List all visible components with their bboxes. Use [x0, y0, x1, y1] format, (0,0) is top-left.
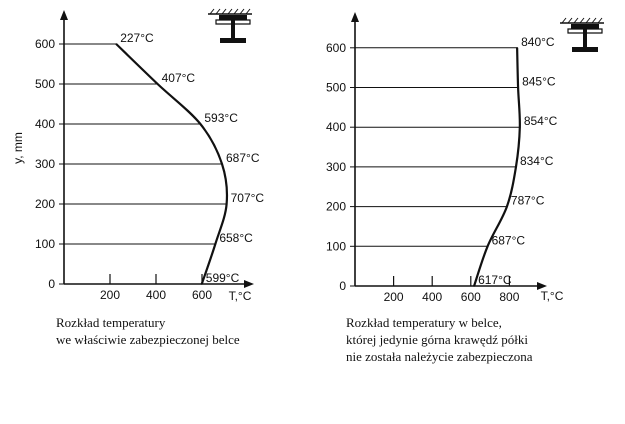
- x-tick-label: 200: [100, 288, 120, 302]
- chart-right: 0 100 200 300 400 500 600 200 400 600 800 T,°C 617°C…: [326, 12, 564, 304]
- x-tick-label: 800: [499, 290, 519, 304]
- data-point: [506, 205, 508, 208]
- y-tick-label: 400: [35, 117, 55, 131]
- data-point: [156, 83, 159, 85]
- y-tick-label: 100: [35, 237, 55, 251]
- data-point: [517, 86, 519, 89]
- data-label: 593°C: [204, 111, 238, 125]
- i-beam-icon: [560, 17, 604, 52]
- data-label: 845°C: [522, 75, 556, 89]
- y-tick-label: 600: [35, 37, 55, 51]
- x-tick-label: 400: [422, 290, 442, 304]
- data-label: 687°C: [226, 151, 260, 165]
- data-point: [515, 166, 517, 168]
- y-tick-label: 300: [35, 157, 55, 171]
- data-label: 787°C: [511, 194, 545, 208]
- data-label: 658°C: [219, 231, 253, 245]
- x-axis-arrow: [244, 280, 254, 288]
- data-point: [225, 203, 228, 205]
- y-tick-label: 0: [48, 277, 55, 291]
- data-label: 834°C: [520, 154, 554, 168]
- data-point: [115, 43, 118, 45]
- data-label: 840°C: [521, 35, 555, 49]
- y-tick-label: 600: [326, 41, 346, 55]
- data-label: 854°C: [524, 114, 558, 128]
- data-point: [473, 285, 475, 287]
- i-beam-icon: [208, 8, 252, 43]
- data-point: [200, 283, 203, 285]
- data-point: [519, 126, 521, 128]
- x-tick-label: 200: [384, 290, 404, 304]
- data-label: 599°C: [206, 271, 240, 285]
- y-tick-label: 400: [326, 120, 346, 134]
- data-label: 407°C: [162, 71, 196, 85]
- data-label: 707°C: [231, 191, 265, 205]
- caption-left: Rozkład temperatury we właściwie zabezpie…: [56, 314, 240, 348]
- x-axis-arrow: [537, 282, 547, 290]
- data-point: [486, 245, 489, 248]
- x-tick-label: 600: [461, 290, 481, 304]
- y-tick-label: 500: [35, 77, 55, 91]
- data-point: [214, 243, 217, 245]
- data-label: 687°C: [492, 233, 526, 247]
- data-point: [221, 163, 223, 165]
- caption-line: której jedynie górna krawędź półki: [346, 332, 528, 347]
- x-axis-label: T,°C: [229, 289, 252, 303]
- data-label: 617°C: [478, 273, 512, 287]
- y-tick-label: 100: [326, 239, 346, 253]
- caption-right: Rozkład temperatury w belce, której jedyn…: [346, 314, 533, 365]
- y-tick-label: 500: [326, 81, 346, 95]
- caption-line: Rozkład temperatury: [56, 315, 166, 330]
- x-axis-label: T,°C: [541, 289, 564, 303]
- y-axis-arrow: [60, 10, 68, 20]
- chart-left: 0 100 200 300 400 500 600 200 400 600 T,°C y, mm 599…: [11, 10, 264, 303]
- y-tick-label: 0: [339, 279, 346, 293]
- x-tick-label: 400: [146, 288, 166, 302]
- y-tick-label: 200: [35, 197, 55, 211]
- caption-line: Rozkład temperatury w belce,: [346, 315, 502, 330]
- x-tick-label: 600: [192, 288, 212, 302]
- y-axis-label: y, mm: [11, 132, 25, 164]
- data-label: 227°C: [120, 31, 154, 45]
- y-tick-label: 300: [326, 160, 346, 174]
- data-point: [516, 47, 518, 49]
- y-tick-label: 200: [326, 200, 346, 214]
- y-axis-arrow: [351, 12, 359, 22]
- caption-line: nie została należycie zabezpieczona: [346, 349, 533, 364]
- caption-line: we właściwie zabezpieczonej belce: [56, 332, 240, 347]
- data-point: [199, 123, 202, 125]
